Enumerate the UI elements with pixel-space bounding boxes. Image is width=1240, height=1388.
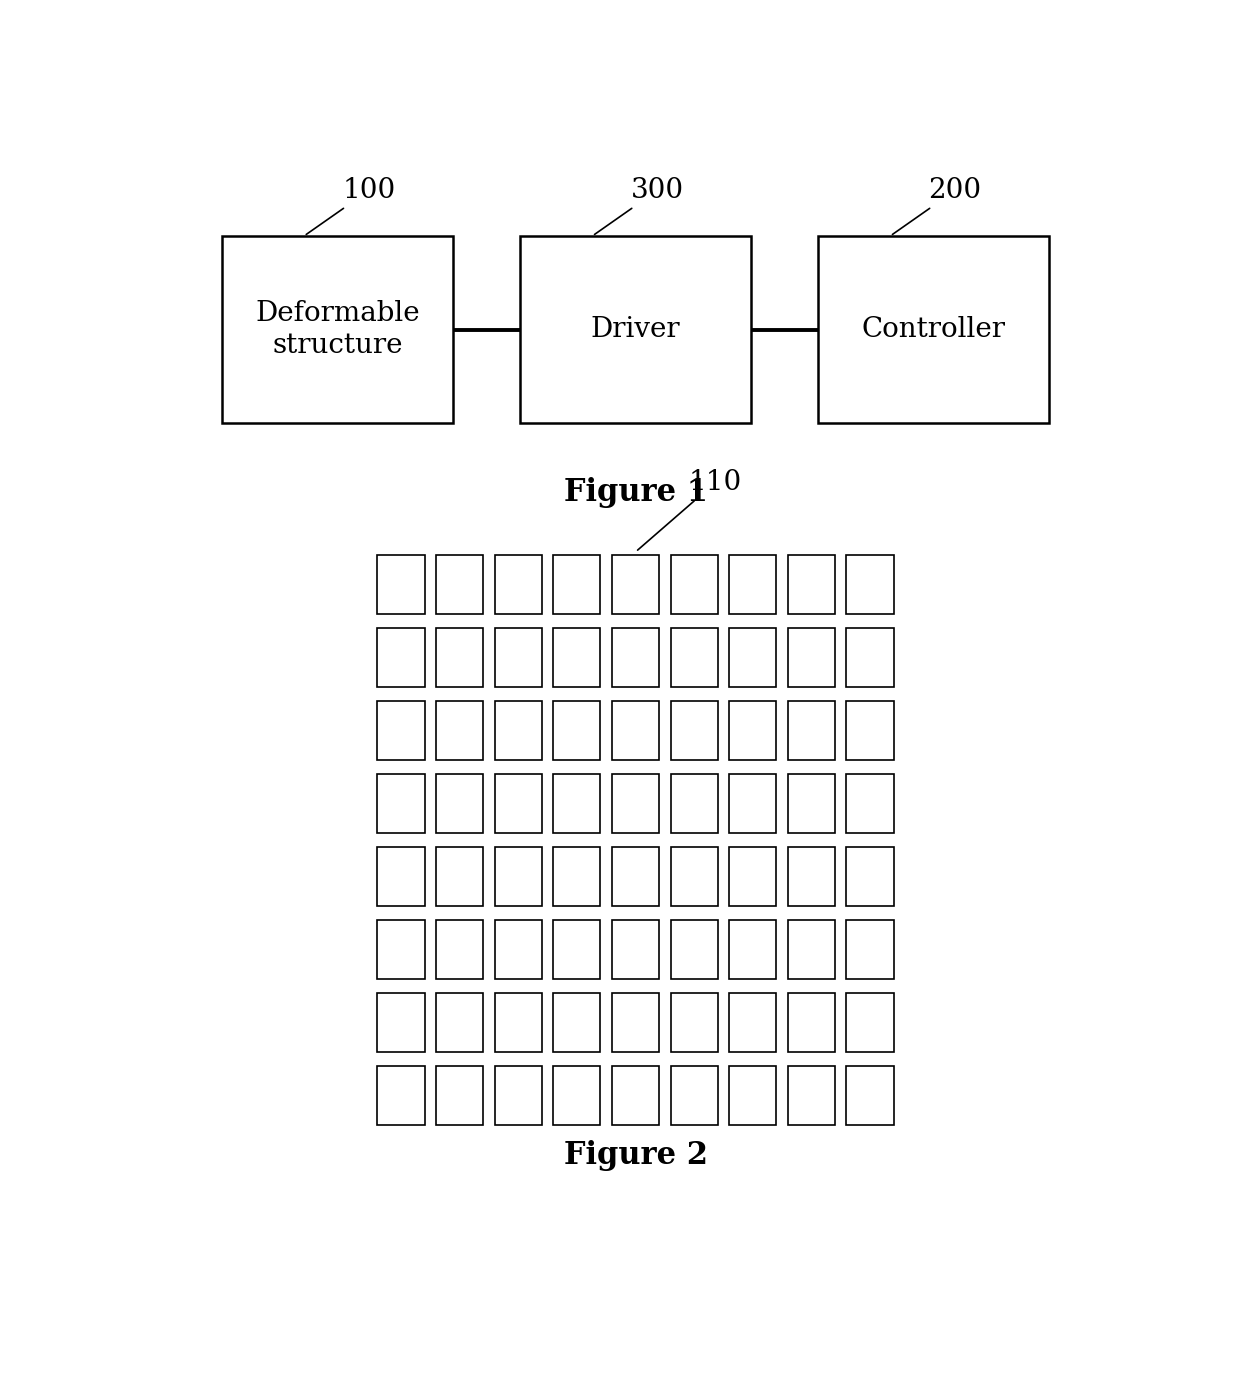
Bar — [787, 992, 835, 1052]
Bar — [847, 555, 894, 613]
Bar — [553, 775, 600, 833]
Bar — [613, 555, 658, 613]
Bar — [847, 847, 894, 906]
Bar — [613, 629, 658, 687]
Bar — [377, 775, 424, 833]
Bar — [521, 236, 751, 423]
Bar — [729, 920, 776, 979]
Text: Figure 2: Figure 2 — [563, 1140, 708, 1170]
Text: 200: 200 — [893, 176, 982, 235]
Bar — [377, 1066, 424, 1124]
Text: Driver: Driver — [590, 316, 681, 343]
Bar — [671, 1066, 718, 1124]
Bar — [729, 992, 776, 1052]
Bar — [729, 701, 776, 759]
Bar — [847, 701, 894, 759]
Bar — [613, 992, 658, 1052]
Bar — [553, 920, 600, 979]
Bar — [729, 629, 776, 687]
Bar — [495, 629, 542, 687]
Bar — [222, 236, 453, 423]
Bar — [377, 992, 424, 1052]
Bar — [495, 920, 542, 979]
Bar — [847, 920, 894, 979]
Bar — [787, 847, 835, 906]
Bar — [671, 629, 718, 687]
Bar — [553, 847, 600, 906]
Bar — [436, 992, 484, 1052]
Bar — [671, 701, 718, 759]
Bar — [553, 1066, 600, 1124]
Bar — [553, 629, 600, 687]
Text: Deformable
structure: Deformable structure — [255, 300, 420, 358]
Bar — [495, 847, 542, 906]
Text: 110: 110 — [637, 469, 742, 550]
Bar — [436, 629, 484, 687]
Bar — [377, 847, 424, 906]
Text: 100: 100 — [306, 176, 396, 235]
Bar — [729, 555, 776, 613]
Bar — [671, 775, 718, 833]
Bar — [613, 701, 658, 759]
Bar — [436, 555, 484, 613]
Bar — [787, 775, 835, 833]
Bar — [377, 555, 424, 613]
Bar — [847, 775, 894, 833]
Bar — [495, 555, 542, 613]
Bar — [495, 775, 542, 833]
Bar — [495, 992, 542, 1052]
Bar — [729, 775, 776, 833]
Bar — [671, 555, 718, 613]
Bar — [847, 1066, 894, 1124]
Bar — [787, 701, 835, 759]
Text: 300: 300 — [594, 176, 683, 235]
Bar — [495, 701, 542, 759]
Bar — [818, 236, 1049, 423]
Bar — [847, 629, 894, 687]
Bar — [495, 1066, 542, 1124]
Bar — [787, 920, 835, 979]
Bar — [613, 775, 658, 833]
Bar — [613, 1066, 658, 1124]
Bar — [377, 629, 424, 687]
Bar — [729, 847, 776, 906]
Bar — [377, 701, 424, 759]
Bar — [787, 1066, 835, 1124]
Text: Controller: Controller — [862, 316, 1006, 343]
Bar — [553, 992, 600, 1052]
Text: Figure 1: Figure 1 — [563, 477, 708, 508]
Bar — [377, 920, 424, 979]
Bar — [436, 775, 484, 833]
Bar — [671, 847, 718, 906]
Bar — [436, 1066, 484, 1124]
Bar — [436, 920, 484, 979]
Bar — [553, 701, 600, 759]
Bar — [847, 992, 894, 1052]
Bar — [553, 555, 600, 613]
Bar — [787, 629, 835, 687]
Bar — [613, 920, 658, 979]
Bar — [436, 847, 484, 906]
Bar — [729, 1066, 776, 1124]
Bar — [436, 701, 484, 759]
Bar — [671, 992, 718, 1052]
Bar — [787, 555, 835, 613]
Bar — [671, 920, 718, 979]
Bar — [613, 847, 658, 906]
